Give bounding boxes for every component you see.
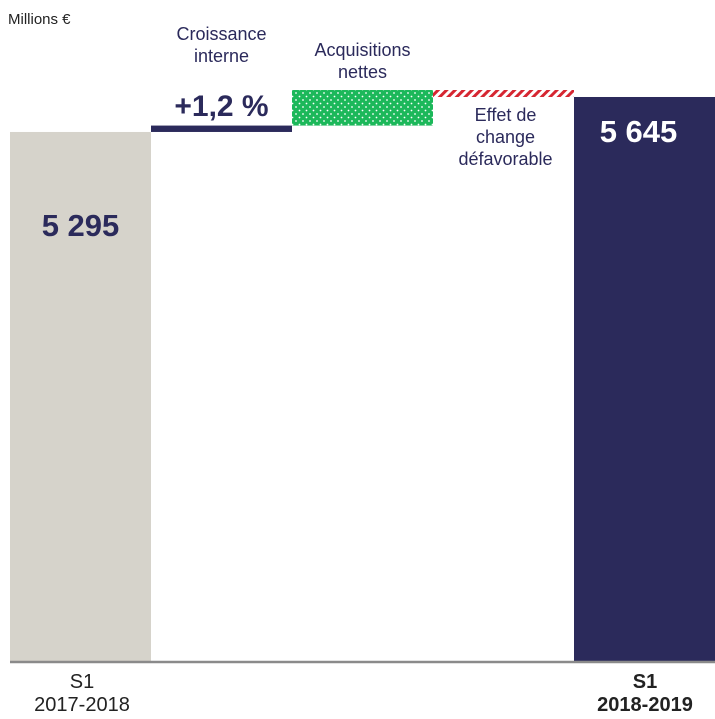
bar bbox=[292, 90, 433, 126]
bar bbox=[574, 96, 715, 661]
bar bbox=[433, 90, 574, 97]
category-label: Croissance interne bbox=[176, 24, 266, 66]
category-label: Effet de change défavorable bbox=[458, 105, 552, 169]
annotation: +1,2 % bbox=[174, 90, 268, 123]
bar bbox=[151, 125, 292, 132]
value-label: 5 295 bbox=[42, 208, 120, 243]
bar bbox=[10, 131, 151, 661]
x-tick-label: S1 2017-2018 bbox=[34, 671, 130, 716]
value-label: 5 645 bbox=[600, 114, 678, 149]
y-axis-label: Millions € bbox=[8, 11, 71, 28]
x-tick-label: S1 2018-2019 bbox=[597, 671, 693, 716]
category-label: Acquisitions nettes bbox=[314, 40, 410, 82]
